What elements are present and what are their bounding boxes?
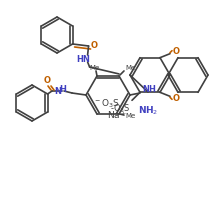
Text: NH$_2$: NH$_2$ (138, 104, 158, 117)
Text: Me: Me (90, 65, 100, 71)
Text: O: O (91, 41, 98, 50)
Text: O: O (173, 94, 180, 103)
Text: N: N (55, 87, 62, 97)
Text: -O$_3$S: -O$_3$S (110, 102, 130, 115)
Text: HN: HN (77, 56, 91, 64)
Text: NH: NH (142, 85, 156, 95)
Text: O: O (43, 76, 50, 85)
Text: Me: Me (125, 113, 135, 119)
Text: $^-$O$_3$S: $^-$O$_3$S (93, 97, 120, 109)
Text: O: O (173, 47, 180, 56)
Text: H: H (60, 85, 66, 93)
Text: Na$^+$: Na$^+$ (107, 109, 127, 121)
Text: Me: Me (125, 65, 135, 71)
